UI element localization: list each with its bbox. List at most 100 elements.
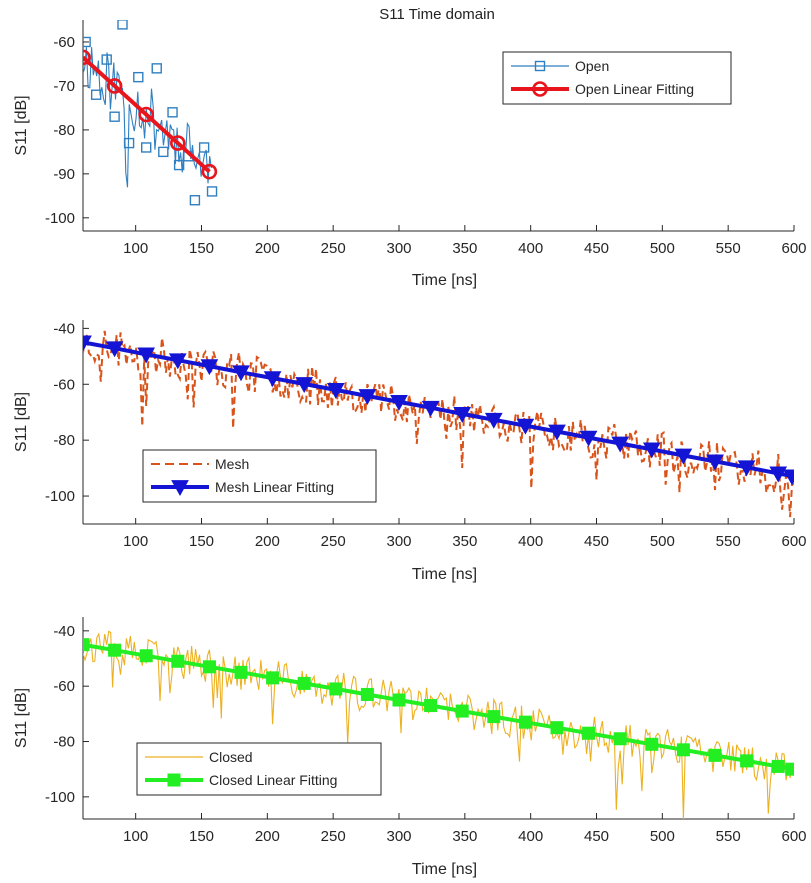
fit-point-marker [108, 643, 122, 657]
legend-label: Closed [209, 749, 253, 765]
fit-point-marker [645, 737, 659, 751]
y-axis-label: S11 [dB] [13, 392, 30, 452]
y-tick-label: -90 [53, 166, 75, 183]
x-tick-label: 600 [781, 533, 806, 550]
x-tick-label: 600 [781, 828, 806, 845]
fit-point-marker [706, 454, 724, 471]
legend: Open Open Linear Fitting [502, 51, 732, 105]
open-point-marker [123, 137, 135, 149]
x-tick-label: 200 [255, 240, 280, 257]
y-axis-label: S11 [dB] [13, 95, 30, 155]
fit-point-marker [582, 726, 596, 740]
fit-point-marker [518, 715, 532, 729]
fit-point-marker [487, 710, 501, 724]
legend-label: Open Linear Fitting [575, 81, 694, 97]
x-tick-label: 250 [321, 533, 346, 550]
legend-swatch-marker [171, 480, 189, 497]
x-tick-label: 500 [650, 240, 675, 257]
open-point-marker [198, 142, 210, 153]
plot-area [83, 330, 794, 518]
fit-point-marker [297, 676, 311, 690]
fit-point-marker [360, 687, 374, 701]
fit-point-marker [550, 721, 564, 735]
x-tick-label: 450 [584, 533, 609, 550]
fit-point-marker [83, 49, 91, 66]
y-tick-label: -100 [45, 789, 75, 806]
open-point-marker [117, 20, 128, 30]
fit-point-marker [453, 406, 472, 423]
y-tick-label: -80 [53, 734, 75, 751]
fit-point-marker [674, 448, 693, 465]
y-tick-label: -60 [53, 34, 75, 51]
fit-point-marker [642, 442, 661, 459]
x-tick-label: 450 [584, 240, 609, 257]
x-tick-label: 300 [386, 240, 411, 257]
y-tick-label: -100 [45, 488, 75, 505]
fit-point-marker [200, 359, 219, 376]
fit-point-marker [455, 704, 469, 718]
plot-area [83, 20, 218, 206]
open-point-marker [109, 111, 120, 122]
open-point-marker [90, 89, 102, 100]
fit-point-marker [168, 353, 187, 370]
fit-point-marker [785, 762, 794, 776]
legend-box [142, 449, 377, 503]
x-tick-label: 250 [321, 240, 346, 257]
fit-point-marker [83, 335, 92, 352]
x-tick-label: 200 [255, 828, 280, 845]
x-tick-label: 100 [123, 828, 148, 845]
fit-point-marker [740, 754, 754, 768]
fit-point-marker [421, 400, 440, 417]
plot-mesh: 100 150 200 250 300 350 400 450 500 550 600 -100 -80… [13, 320, 807, 583]
fit-point-marker [83, 638, 90, 652]
x-tick-label: 150 [189, 240, 214, 257]
y-tick-label: -40 [53, 623, 75, 640]
x-tick-label: 500 [650, 533, 675, 550]
fit-point-marker [392, 693, 406, 707]
fit-point-marker [139, 649, 153, 663]
series-closed-line [83, 630, 794, 819]
series-mesh-line [83, 330, 794, 518]
x-tick-label: 600 [781, 240, 806, 257]
fit-point-marker [202, 660, 216, 674]
fit-point-marker [171, 654, 185, 668]
fit-point-marker [106, 78, 123, 94]
x-tick-label: 550 [716, 533, 741, 550]
y-tick-label: -100 [45, 210, 75, 227]
x-tick-label: 550 [716, 240, 741, 257]
x-axis-label: Time [ns] [412, 272, 477, 289]
fit-point-marker [611, 436, 630, 453]
x-tick-label: 100 [123, 533, 148, 550]
open-point-marker [189, 195, 201, 206]
plot-closed: 100 150 200 250 300 350 400 450 500 550 600 -100 -80… [13, 617, 807, 878]
legend-label: Mesh Linear Fitting [215, 479, 334, 495]
x-tick-label: 400 [518, 240, 543, 257]
fit-point-marker [358, 389, 377, 406]
x-axis-label: Time [ns] [412, 566, 477, 583]
fit-point-marker [326, 382, 345, 399]
y-tick-label: -60 [53, 678, 75, 695]
open-point-marker [83, 36, 91, 48]
fit-point-marker [769, 466, 788, 483]
y-tick-label: -80 [53, 432, 75, 449]
x-tick-label: 300 [386, 533, 411, 550]
x-tick-label: 250 [321, 828, 346, 845]
x-tick-label: 200 [255, 533, 280, 550]
legend-swatch-marker [167, 773, 181, 787]
x-tick-label: 150 [189, 533, 214, 550]
y-tick-label: -60 [53, 376, 75, 393]
legend-swatch-marker [532, 81, 548, 97]
legend: Mesh Mesh Linear Fitting [142, 449, 377, 503]
fit-point-marker [390, 394, 408, 411]
fit-point-marker [676, 743, 690, 757]
legend: Closed Closed Linear Fitting [136, 742, 382, 796]
legend-label: Mesh [215, 456, 249, 472]
fit-point-marker [137, 347, 156, 364]
x-axis-label: Time [ns] [412, 861, 477, 878]
x-tick-label: 550 [716, 828, 741, 845]
x-tick-label: 150 [189, 828, 214, 845]
open-point-marker [158, 146, 169, 158]
x-tick-label: 100 [123, 240, 148, 257]
fit-point-marker [771, 759, 785, 773]
